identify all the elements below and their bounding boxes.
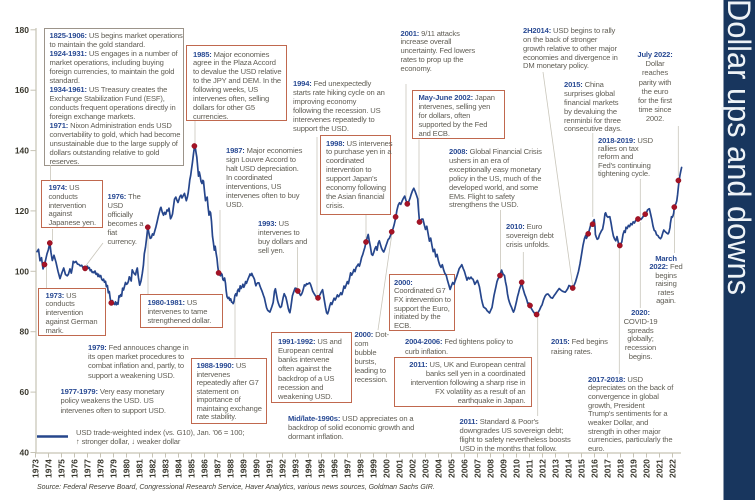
svg-text:1990: 1990 — [252, 459, 262, 478]
svg-text:1994: 1994 — [304, 459, 314, 478]
svg-text:1998: 1998 — [356, 459, 366, 478]
svg-text:1976: 1976 — [70, 459, 80, 478]
svg-text:1992: 1992 — [278, 459, 288, 478]
svg-text:1985: 1985 — [187, 459, 197, 478]
svg-text:1978: 1978 — [96, 459, 106, 478]
svg-text:1989: 1989 — [239, 459, 249, 478]
svg-text:1975: 1975 — [57, 459, 67, 478]
svg-text:1987: 1987 — [213, 459, 223, 478]
svg-text:1999: 1999 — [369, 459, 379, 478]
svg-text:2013: 2013 — [551, 459, 561, 478]
svg-text:2019: 2019 — [629, 459, 639, 478]
svg-text:160: 160 — [15, 85, 29, 95]
svg-text:1996: 1996 — [330, 459, 340, 478]
svg-text:1986: 1986 — [200, 459, 210, 478]
svg-text:180: 180 — [15, 25, 29, 35]
svg-text:1980: 1980 — [122, 459, 132, 478]
svg-text:2008: 2008 — [486, 459, 496, 478]
svg-text:2009: 2009 — [499, 459, 509, 478]
svg-text:1984: 1984 — [174, 459, 184, 478]
svg-text:2010: 2010 — [512, 459, 522, 478]
svg-text:1974: 1974 — [44, 459, 54, 478]
svg-text:120: 120 — [15, 206, 29, 216]
svg-text:1979: 1979 — [109, 459, 119, 478]
svg-text:1993: 1993 — [291, 459, 301, 478]
svg-text:1982: 1982 — [148, 459, 158, 478]
svg-text:2003: 2003 — [421, 459, 431, 478]
svg-text:2015: 2015 — [577, 459, 587, 478]
svg-text:140: 140 — [15, 146, 29, 156]
svg-text:2020: 2020 — [642, 459, 652, 478]
svg-text:1983: 1983 — [161, 459, 171, 478]
svg-text:1991: 1991 — [265, 459, 275, 478]
svg-text:40: 40 — [20, 448, 30, 458]
svg-text:1988: 1988 — [226, 459, 236, 478]
svg-text:1973: 1973 — [31, 459, 41, 478]
svg-text:2012: 2012 — [538, 459, 548, 478]
svg-text:2000: 2000 — [382, 459, 392, 478]
svg-text:2017: 2017 — [603, 459, 613, 478]
svg-text:2002: 2002 — [408, 459, 418, 478]
svg-text:2016: 2016 — [590, 459, 600, 478]
svg-text:2011: 2011 — [525, 459, 535, 478]
svg-text:2022: 2022 — [668, 459, 678, 478]
svg-text:100: 100 — [15, 266, 29, 276]
svg-text:80: 80 — [20, 327, 30, 337]
svg-text:2021: 2021 — [655, 459, 665, 478]
svg-text:60: 60 — [20, 387, 30, 397]
svg-text:2005: 2005 — [447, 459, 457, 478]
svg-text:2007: 2007 — [473, 459, 483, 478]
svg-text:1997: 1997 — [343, 459, 353, 478]
svg-text:2014: 2014 — [564, 459, 574, 478]
svg-text:1977: 1977 — [83, 459, 93, 478]
svg-text:2006: 2006 — [460, 459, 470, 478]
svg-text:2001: 2001 — [395, 459, 405, 478]
svg-text:1995: 1995 — [317, 459, 327, 478]
svg-text:2004: 2004 — [434, 459, 444, 478]
svg-text:1981: 1981 — [135, 459, 145, 478]
svg-text:2018: 2018 — [616, 459, 626, 478]
